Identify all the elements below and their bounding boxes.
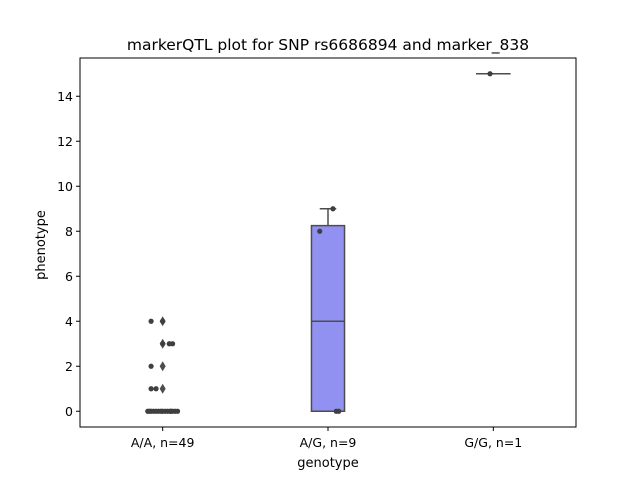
data-point-26: [330, 206, 336, 212]
data-point-12: [174, 408, 181, 414]
data-point-24: [336, 408, 342, 414]
data-point-20: [160, 341, 166, 347]
box-1: [310, 224, 346, 412]
data-point-16: [153, 386, 159, 392]
plot-area: 0 2 4 6 8 10 12 14 A/A, n=49 A/G, n=9 G/G, n=1: [57, 57, 577, 450]
y-tick-label-10: 10: [57, 179, 73, 194]
y-tick-label-8: 8: [65, 224, 73, 239]
x-axis-label: genotype: [297, 456, 358, 471]
data-point-17: [148, 363, 154, 369]
data-point-15: [148, 386, 154, 392]
x-tick-label-2: G/G, n=1: [464, 435, 522, 450]
chart-title: markerQTL plot for SNP rs6686894 and mar…: [127, 36, 529, 55]
data-point-27: [487, 71, 493, 77]
y-tick-label-4: 4: [65, 314, 73, 329]
data-point-13: [146, 408, 153, 414]
data-point-14: [168, 408, 174, 414]
data-point-25: [317, 228, 323, 234]
data-point-22: [160, 318, 166, 324]
flier-0-1: [159, 361, 166, 372]
x-tick-label-0: A/A, n=49: [131, 435, 195, 450]
y-tick-label-14: 14: [57, 89, 73, 104]
y-tick-label-2: 2: [65, 359, 73, 374]
x-tick-label-1: A/G, n=9: [300, 435, 357, 450]
flier-0-0: [159, 383, 166, 394]
y-tick-label-12: 12: [57, 134, 73, 149]
y-tick-label-0: 0: [65, 404, 73, 419]
y-axis-label: phenotype: [34, 210, 49, 280]
data-point-19: [169, 341, 176, 347]
y-tick-label-6: 6: [65, 269, 73, 284]
data-point-21: [148, 318, 154, 324]
